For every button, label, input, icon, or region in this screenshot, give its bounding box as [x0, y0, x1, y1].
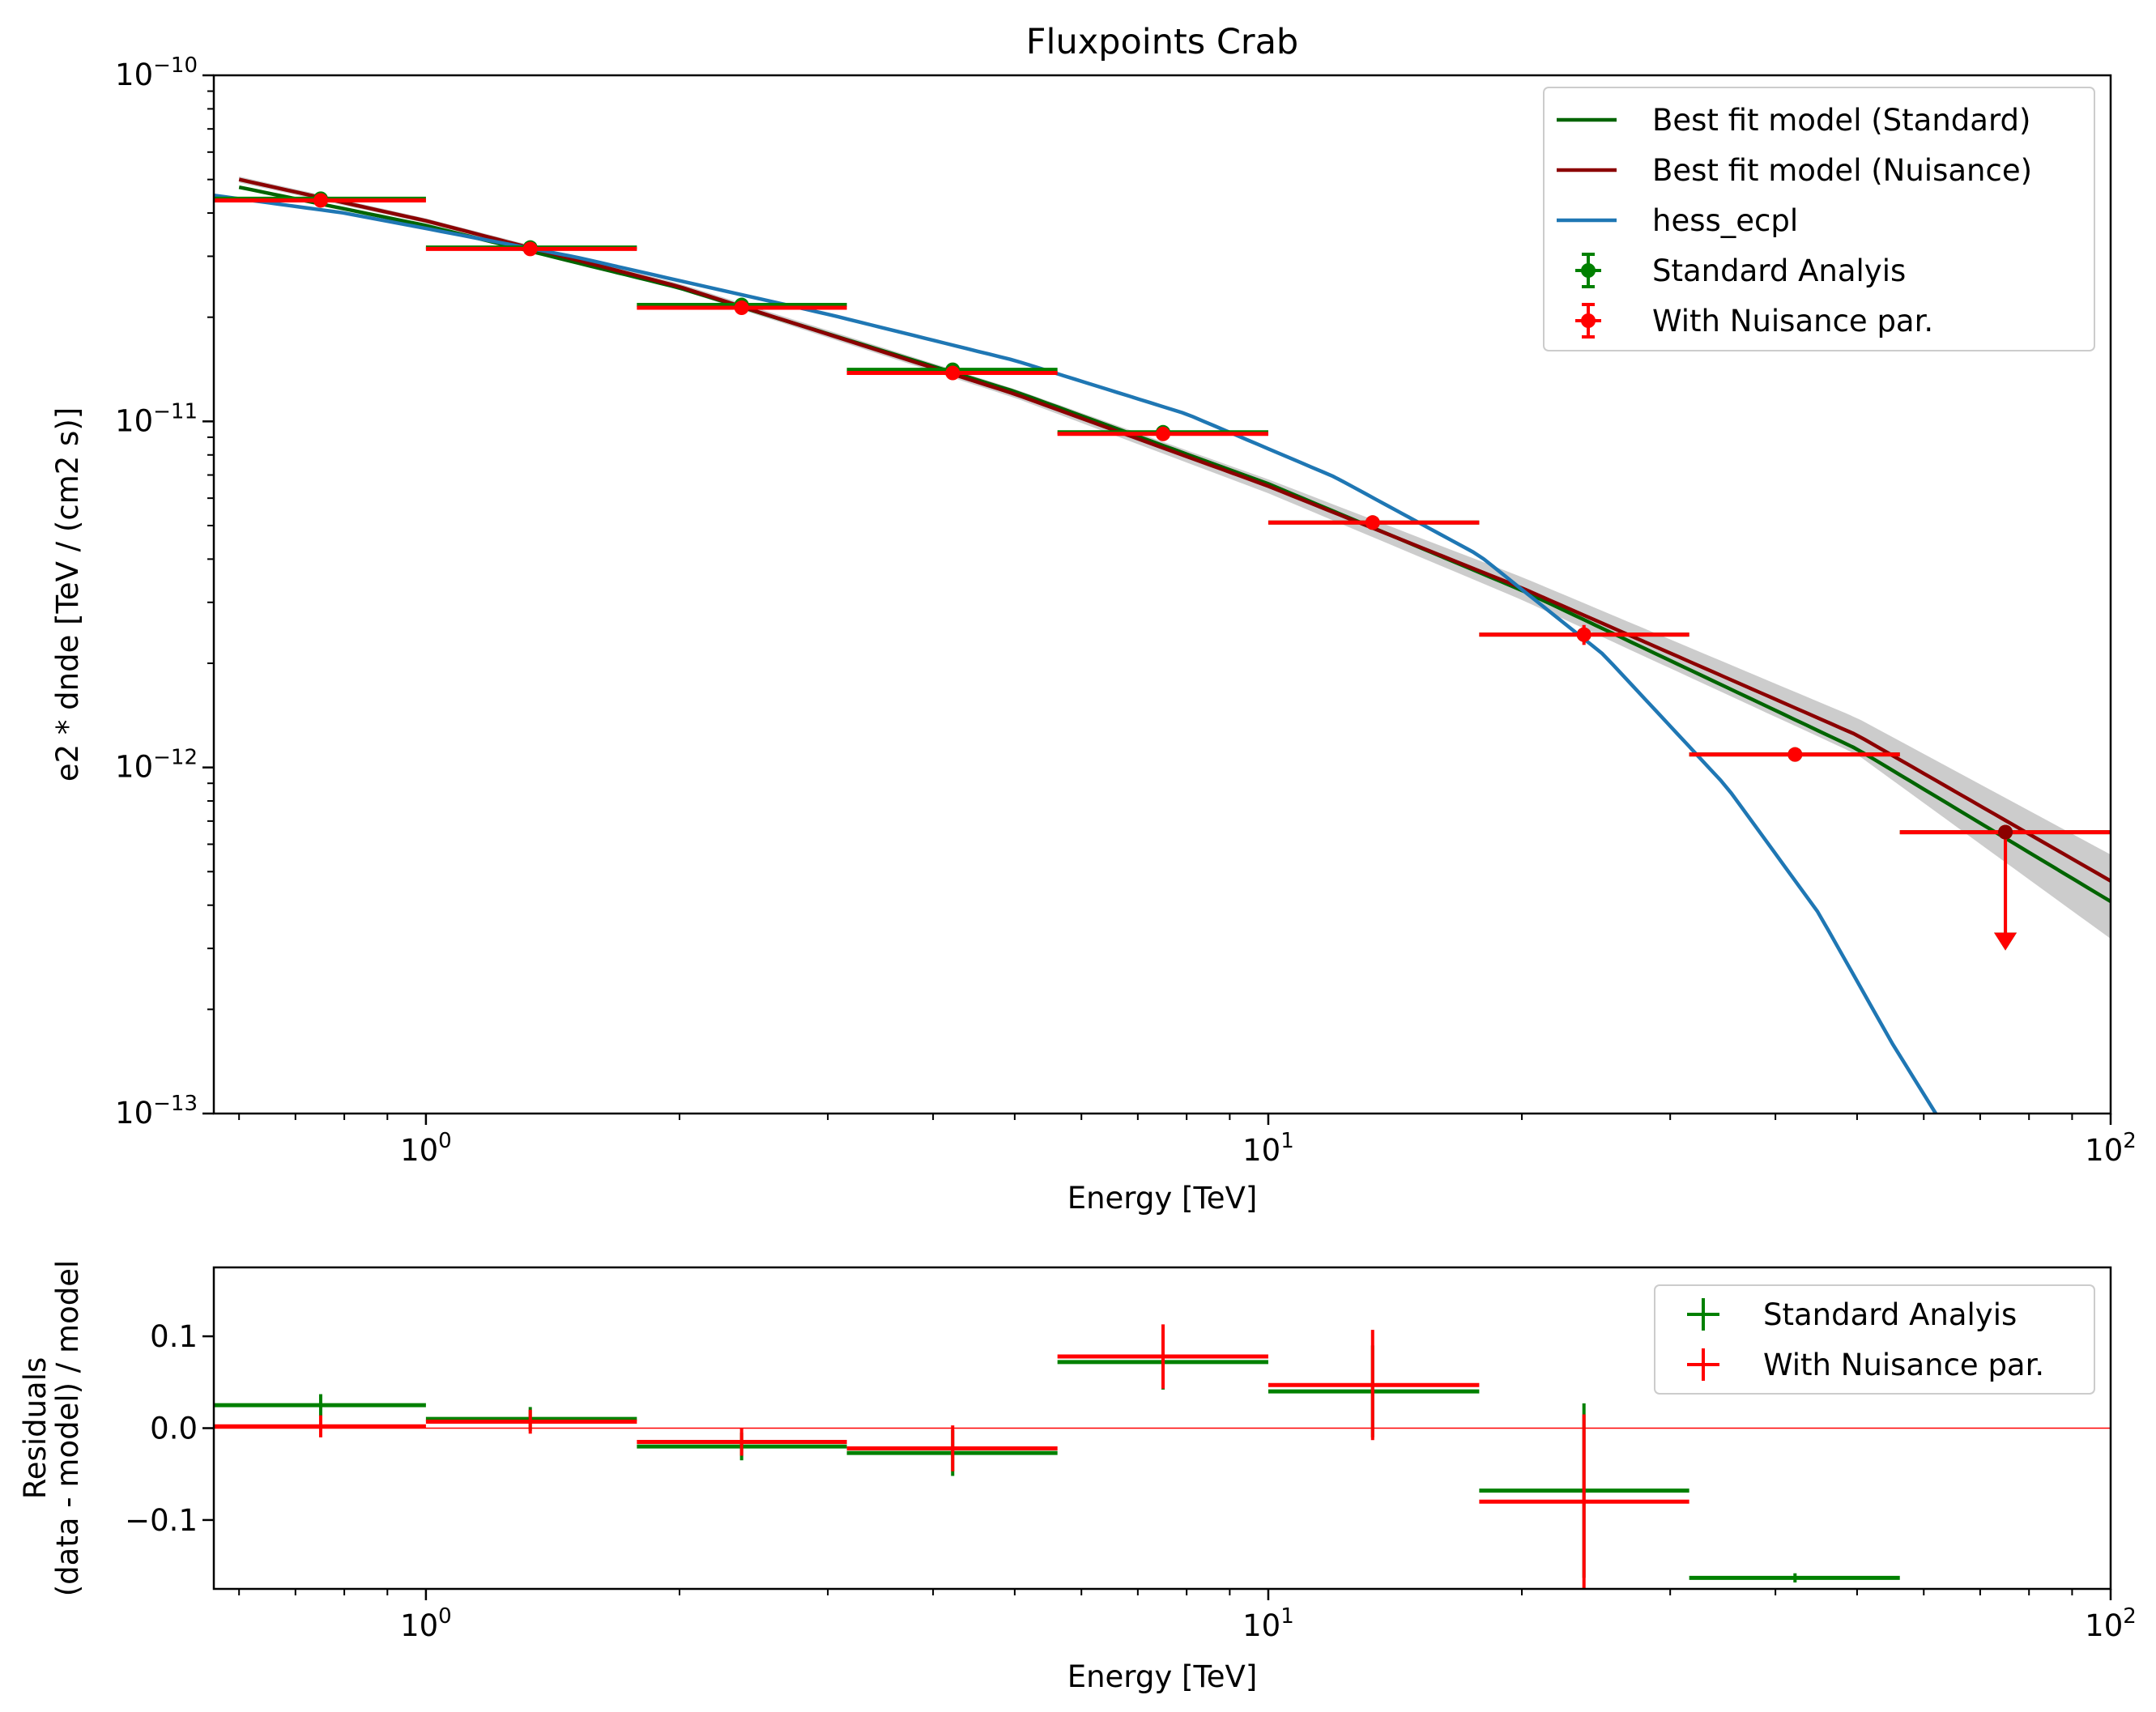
residual-x-axis-label: Energy [TeV] [1067, 1659, 1258, 1694]
y-axis-label: e2 * dnde [TeV / (cm2 s)] [50, 407, 85, 781]
residual-y-axis-label-line2: (data - model) / model [50, 1260, 85, 1597]
main-axes-frame [212, 74, 2112, 1115]
main-legend-box [1543, 87, 2095, 351]
main-x-tick-label-0: 100 [400, 1129, 452, 1168]
residual-plot: Energy [TeV] Residuals(data - model) / mo… [18, 1260, 2137, 1694]
nuisance-point-7 [1787, 747, 1803, 762]
residual-plot-area [214, 1324, 2111, 1589]
main-y-tick-label-0: 10−10 [115, 53, 198, 92]
main-legend-label-2: hess_ecpl [1652, 203, 1798, 238]
main-legend-label-1: Best fit model (Nuisance) [1652, 153, 2032, 188]
hess-ecpl-line [214, 193, 1938, 1114]
main-x-tick-label-1: 101 [1242, 1129, 1294, 1168]
residual-legend-label-1: With Nuisance par. [1763, 1348, 2044, 1382]
main-y-tick-label-2: 10−12 [115, 746, 198, 785]
main-y-tick-label-3: 10−13 [115, 1092, 198, 1131]
residual-y-axis-label-line1: Residuals [18, 1357, 53, 1500]
nuisance-point-6 [1576, 627, 1591, 642]
nuisance-point-2 [734, 300, 749, 316]
main-x-tick-label-2: 102 [2085, 1129, 2137, 1168]
residual-x-tick-label-2: 102 [2085, 1604, 2137, 1643]
main-legend-swatch-dot-4 [1581, 313, 1596, 328]
residual-legend: Standard Analyis With Nuisance par. [1654, 1284, 2095, 1395]
nuisance-point-0 [313, 193, 328, 208]
nuisance-point-4 [1156, 426, 1171, 441]
residual-y-tick-label-1: 0.0 [150, 1412, 198, 1446]
nuisance-point-1 [522, 241, 538, 257]
residual-x-tick-label-0: 100 [400, 1604, 452, 1643]
main-legend-label-0: Best fit model (Standard) [1652, 103, 2030, 138]
nuisance-point-5 [1365, 515, 1380, 530]
residual-x-tick-label-1: 101 [1242, 1604, 1294, 1643]
main-plot: Fluxpoints Crab Energy [TeV] e2 * dnde [Te… [50, 22, 2137, 1216]
residual-y-tick-label-0: 0.1 [150, 1319, 198, 1354]
upper-limit-marker-top [1998, 824, 2013, 840]
x-axis-label: Energy [TeV] [1067, 1181, 1258, 1216]
residual-legend-box [1654, 1284, 2095, 1395]
main-legend-label-4: With Nuisance par. [1652, 304, 1933, 339]
residual-y-tick-label-2: −0.1 [125, 1503, 198, 1538]
chart-title: Fluxpoints Crab [1026, 22, 1298, 62]
best-fit-standard-line [238, 185, 2111, 904]
main-plot-area [214, 177, 2111, 1114]
main-y-tick-label-1: 10−11 [115, 399, 198, 438]
main-legend-label-3: Standard Analyis [1652, 253, 1906, 288]
main-legend: Best fit model (Standard) Best fit model … [1543, 87, 2095, 351]
residual-legend-label-0: Standard Analyis [1763, 1297, 2017, 1332]
nuisance-upper-limit-arrow-8 [1994, 932, 2018, 951]
nuisance-point-3 [945, 365, 961, 381]
main-legend-swatch-dot-3 [1581, 263, 1596, 278]
